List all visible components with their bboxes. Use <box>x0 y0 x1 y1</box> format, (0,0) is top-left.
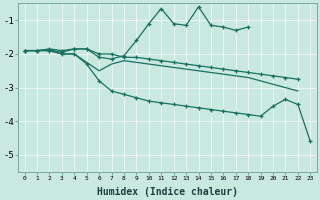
X-axis label: Humidex (Indice chaleur): Humidex (Indice chaleur) <box>97 186 238 197</box>
